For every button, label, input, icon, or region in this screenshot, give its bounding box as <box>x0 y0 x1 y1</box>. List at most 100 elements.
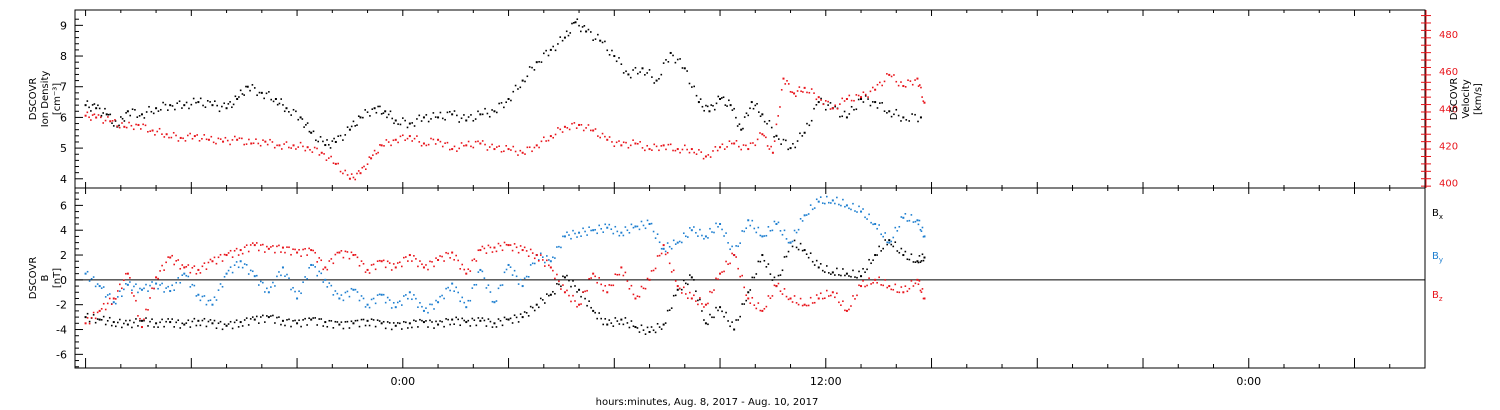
density-point <box>681 67 684 69</box>
by-point <box>225 272 228 275</box>
by-point <box>825 195 828 198</box>
bz-point <box>693 294 695 297</box>
by-point <box>821 202 824 204</box>
density-point <box>315 139 317 142</box>
density-point <box>111 122 113 124</box>
bz-point <box>618 273 621 276</box>
density-point <box>601 41 604 44</box>
density-point <box>815 104 818 106</box>
by-point <box>336 292 339 295</box>
bx-point <box>751 276 754 279</box>
density-point <box>394 119 397 122</box>
bz-point <box>880 284 882 286</box>
by-point <box>674 243 677 245</box>
velocity-point <box>481 140 484 142</box>
bx-point <box>717 309 719 312</box>
velocity-point <box>503 150 505 153</box>
by-point <box>443 297 445 300</box>
bz-point <box>112 297 115 300</box>
velocity-point <box>698 149 700 151</box>
density-point <box>86 100 89 102</box>
bx-point <box>916 260 919 263</box>
bz-point <box>441 255 443 258</box>
density-point <box>660 73 663 76</box>
bx-point <box>203 317 206 320</box>
bz-point <box>253 244 256 247</box>
by-point <box>767 226 770 228</box>
bx-point <box>362 318 365 321</box>
bz-point <box>126 272 129 275</box>
bz-point <box>419 260 421 262</box>
by-point <box>757 226 760 229</box>
by-point <box>94 285 97 288</box>
velocity-point <box>632 139 634 141</box>
by-point <box>411 298 413 301</box>
velocity-point <box>786 80 788 82</box>
density-point <box>227 103 230 105</box>
velocity-point <box>540 140 543 143</box>
density-point <box>867 98 869 100</box>
bx-point <box>386 321 389 323</box>
by-point <box>729 248 731 251</box>
density-point <box>871 101 874 103</box>
density-point <box>190 103 193 106</box>
by-point <box>403 295 405 297</box>
bz-point <box>114 298 117 300</box>
density-point <box>164 103 167 106</box>
density-point <box>123 120 126 122</box>
density-point <box>736 125 739 127</box>
density-point <box>283 110 286 113</box>
bz-point <box>584 290 586 293</box>
by-point <box>290 288 292 291</box>
by-point <box>207 299 210 302</box>
velocity-point <box>439 140 442 143</box>
bz-point <box>459 268 462 270</box>
bx-point <box>562 275 564 278</box>
bx-point <box>235 319 238 322</box>
bz-point <box>155 276 158 279</box>
bz-point <box>507 244 510 247</box>
bx-point <box>664 322 667 324</box>
bx-point <box>447 318 449 321</box>
density-point <box>371 108 374 110</box>
bx-point <box>878 245 880 248</box>
bx-point <box>693 279 695 281</box>
bz-point <box>298 248 300 251</box>
by-point <box>596 232 598 235</box>
density-point <box>322 140 324 143</box>
by-point <box>606 226 609 229</box>
by-point <box>362 297 365 300</box>
bz-point <box>356 256 359 259</box>
bx-point <box>281 319 284 322</box>
bx-point <box>173 326 175 328</box>
by-point <box>687 236 689 238</box>
density-point <box>613 55 616 58</box>
bx-point <box>896 250 899 252</box>
velocity-point <box>406 137 409 140</box>
bx-point <box>610 322 613 324</box>
velocity-point <box>653 143 656 146</box>
velocity-point <box>342 172 344 175</box>
bz-point <box>858 284 860 287</box>
bx-point <box>411 326 413 329</box>
bz-point <box>495 250 498 253</box>
velocity-point <box>761 133 764 136</box>
by-point <box>676 241 679 244</box>
bx-point <box>185 322 188 324</box>
by-point <box>848 207 850 210</box>
bz-point <box>137 315 139 317</box>
bx-point <box>910 253 913 256</box>
bx-point <box>429 319 431 322</box>
bx-point <box>403 320 405 323</box>
density-point <box>333 137 335 140</box>
bz-point <box>125 272 127 275</box>
density-point <box>192 97 195 100</box>
bz-point <box>789 297 792 300</box>
bz-point <box>656 255 659 257</box>
density-point <box>911 113 913 115</box>
velocity-point <box>212 141 215 144</box>
velocity-point <box>193 135 196 138</box>
density-point <box>740 128 743 131</box>
velocity-point <box>93 113 96 116</box>
